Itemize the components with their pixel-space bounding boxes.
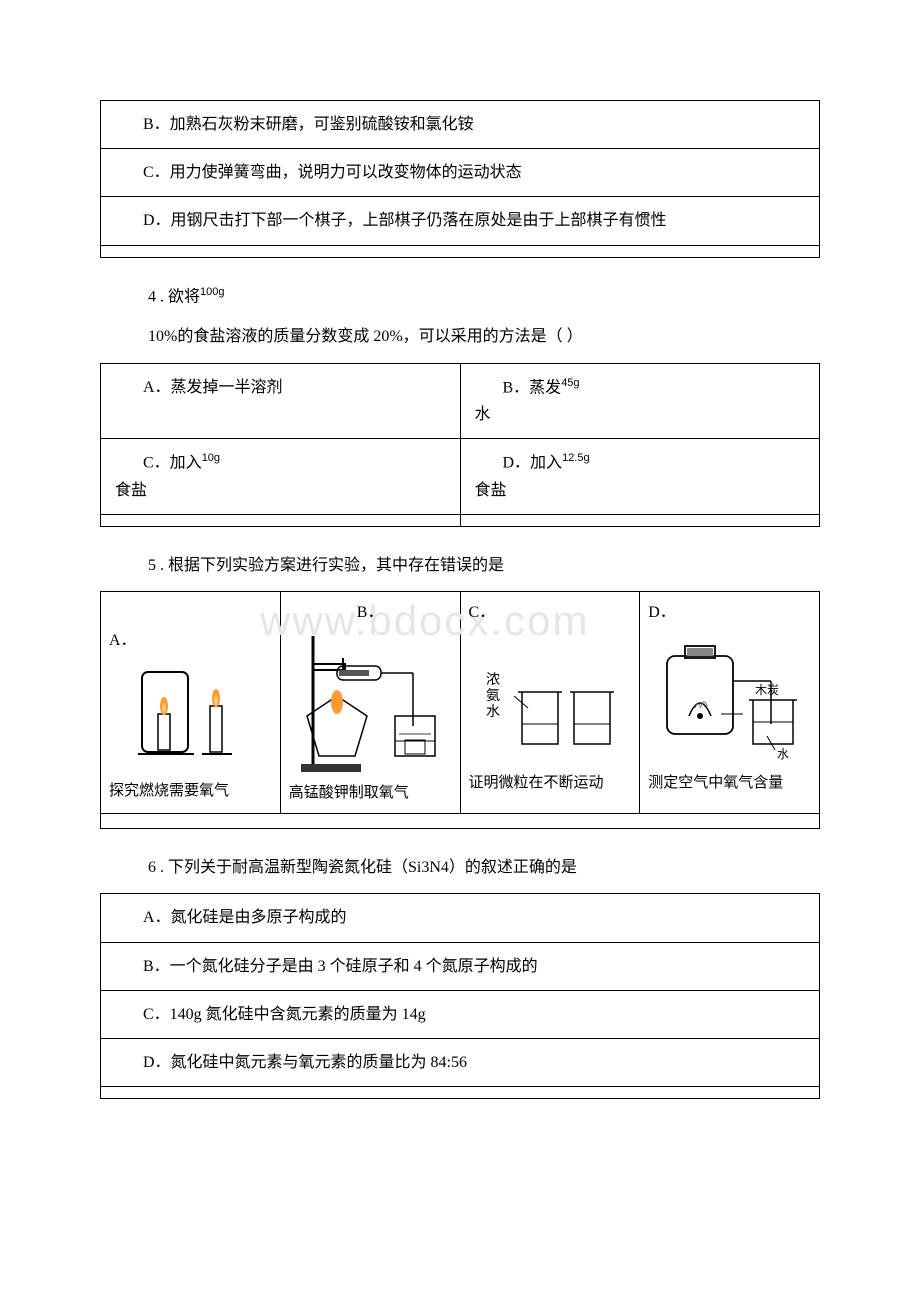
question-6: 6 . 下列关于耐高温新型陶瓷氮化硅（Si3N4）的叙述正确的是 A．氮化硅是由…: [100, 853, 820, 1099]
q6-option-d: D．氮化硅中氮元素与氧元素的质量比为 84:56: [101, 1038, 820, 1086]
candle-jar-icon: [130, 654, 250, 774]
q5-label-a: A．: [109, 626, 272, 650]
q6-empty-row: [101, 1087, 820, 1099]
q5-caption-c: 证明微粒在不断运动: [469, 772, 632, 795]
ammonia-diffusion-icon: 浓 氨 水: [480, 626, 620, 766]
question-5: 5 . 根据下列实验方案进行实验，其中存在错误的是 www.bdocx.com …: [100, 551, 820, 829]
q5-label-c: C．: [469, 598, 632, 622]
q4-a-text: A．蒸发掉一半溶剂: [115, 374, 446, 401]
q3-b-text: B．加熟石灰粉末研磨，可鉴别硫酸铵和氯化铵: [115, 111, 805, 138]
q6-option-table: A．氮化硅是由多原子构成的 B．一个氮化硅分子是由 3 个硅原子和 4 个氮原子…: [100, 893, 820, 1099]
q4-option-a: A．蒸发掉一半溶剂: [101, 363, 461, 439]
q3-c-text: C．用力使弹簧弯曲，说明力可以改变物体的运动状态: [115, 159, 805, 186]
q3-option-c: C．用力使弹簧弯曲，说明力可以改变物体的运动状态: [101, 149, 820, 197]
q4-stem-prefix: 4 . 欲将: [148, 288, 200, 305]
q4-d-after: 食盐: [475, 477, 806, 504]
q3-option-table: B．加熟石灰粉末研磨，可鉴别硫酸铵和氯化铵 C．用力使弹簧弯曲，说明力可以改变物…: [100, 100, 820, 258]
q4-d-sup: 12.5g: [562, 452, 590, 464]
q4-c-prefix: C．加入: [143, 455, 202, 472]
q3-option-b: B．加熟石灰粉末研磨，可鉴别硫酸铵和氯化铵: [101, 101, 820, 149]
q6-a-text: A．氮化硅是由多原子构成的: [115, 904, 805, 931]
q4-option-d: D．加入12.5g 食盐: [460, 439, 820, 515]
q4-option-c: C．加入10g 食盐: [101, 439, 461, 515]
water-label: 水: [777, 747, 789, 761]
question-3-options: B．加熟石灰粉末研磨，可鉴别硫酸铵和氯化铵 C．用力使弹簧弯曲，说明力可以改变物…: [100, 100, 820, 258]
question-4: 4 . 欲将100g 10%的食盐溶液的质量分数变成 20%，可以采用的方法是（…: [100, 282, 820, 528]
q4-d-prefix: D．加入: [503, 455, 563, 472]
svg-text:氨: 氨: [486, 688, 500, 704]
distillation-apparatus-icon: [295, 626, 445, 776]
charcoal-label: 木炭: [755, 683, 779, 697]
q4-c-after: 食盐: [115, 477, 446, 504]
svg-text:水: 水: [486, 704, 500, 720]
q5-caption-d: 测定空气中氧气含量: [648, 772, 811, 795]
q6-c-text: C．140g 氮化硅中含氮元素的质量为 14g: [115, 1001, 805, 1028]
q3-option-d: D．用钢尺击打下部一个棋子，上部棋子仍落在原处是由于上部棋子有惯性: [101, 197, 820, 245]
q3-empty-row: [101, 245, 820, 257]
q6-d-text: D．氮化硅中氮元素与氧元素的质量比为 84:56: [115, 1049, 805, 1076]
q6-b-text: B．一个氮化硅分子是由 3 个硅原子和 4 个氮原子构成的: [115, 953, 805, 980]
q5-label-b: B．: [289, 598, 452, 622]
q5-stem: 5 . 根据下列实验方案进行实验，其中存在错误的是: [100, 551, 820, 581]
ammonia-label: 浓: [486, 672, 500, 688]
q4-stem-line2: 10%的食盐溶液的质量分数变成 20%，可以采用的方法是（ ）: [100, 322, 820, 352]
q4-b-prefix: B．蒸发: [503, 379, 562, 396]
q5-cell-d: D．: [640, 592, 820, 814]
q6-option-c: C．140g 氮化硅中含氮元素的质量为 14g: [101, 990, 820, 1038]
q5-empty-row: [101, 813, 820, 828]
q4-c-sup: 10g: [202, 452, 220, 464]
q5-cell-c: C． 浓 氨 水 证明微粒在不: [460, 592, 640, 814]
q5-label-d: D．: [648, 598, 811, 622]
q4-stem-line1: 4 . 欲将100g: [100, 282, 820, 313]
oxygen-measurement-icon: 木炭 水: [655, 626, 805, 766]
q5-caption-b: 高锰酸钾制取氧气: [289, 782, 452, 805]
q5-caption-a: 探究燃烧需要氧气: [109, 780, 272, 803]
q4-option-b: B．蒸发45g 水: [460, 363, 820, 439]
q5-cell-b: B．: [280, 592, 460, 814]
q5-cell-a: A． 探究燃烧需要氧气: [101, 592, 281, 814]
q6-stem: 6 . 下列关于耐高温新型陶瓷氮化硅（Si3N4）的叙述正确的是: [100, 853, 820, 883]
q4-empty-1: [101, 515, 461, 527]
q5-diagram-table: A． 探究燃烧需要氧气: [100, 591, 820, 829]
q4-stem-sup: 100g: [200, 286, 224, 298]
q6-option-a: A．氮化硅是由多原子构成的: [101, 894, 820, 942]
q4-b-sup: 45g: [561, 377, 579, 389]
q4-empty-2: [460, 515, 820, 527]
q4-option-table: A．蒸发掉一半溶剂 B．蒸发45g 水 C．加入10g 食盐 D．加入12.5g…: [100, 363, 820, 527]
q3-d-text: D．用钢尺击打下部一个棋子，上部棋子仍落在原处是由于上部棋子有惯性: [115, 207, 805, 234]
q4-b-after: 水: [475, 401, 806, 428]
q6-option-b: B．一个氮化硅分子是由 3 个硅原子和 4 个氮原子构成的: [101, 942, 820, 990]
